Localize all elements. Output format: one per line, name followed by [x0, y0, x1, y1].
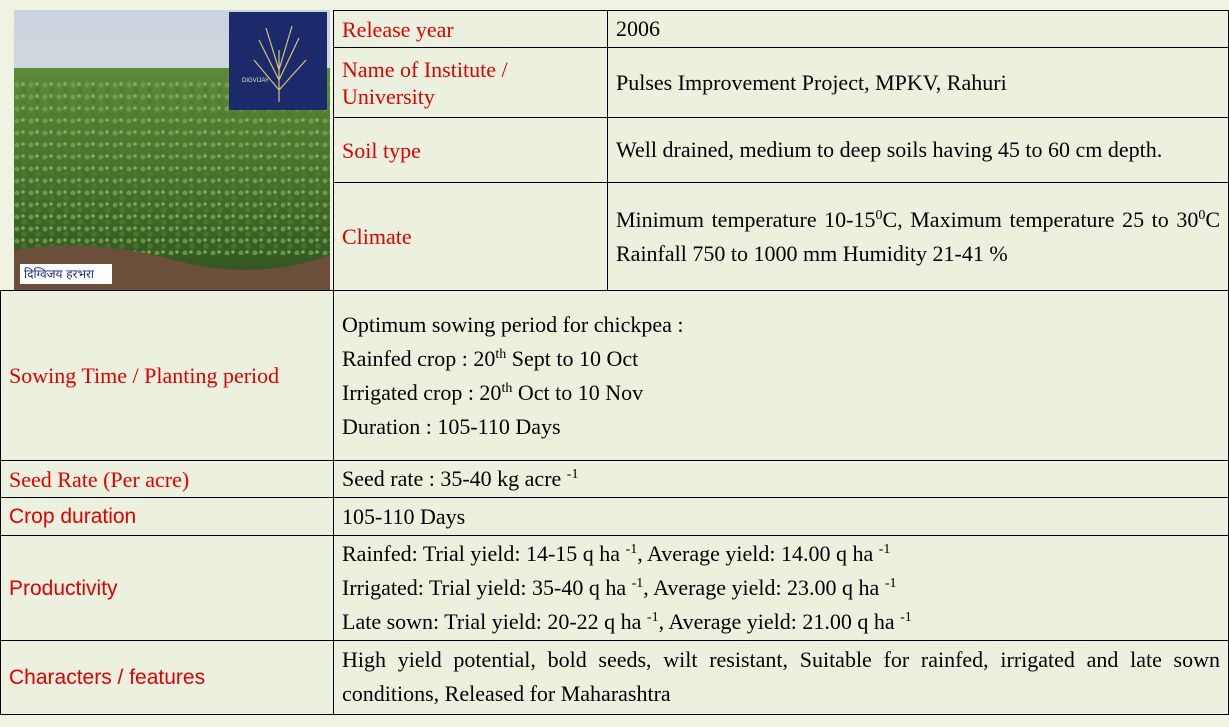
text-run: Irrigated crop : 20: [342, 379, 502, 405]
text-run: Minimum temperature 10-15: [616, 206, 876, 232]
text-run: Rainfed crop : 20: [342, 345, 496, 371]
value-line: Optimum sowing period for chickpea :: [342, 308, 1220, 342]
text-run: High yield potential, bold seeds, wilt r…: [342, 647, 1220, 707]
value-line: Rainfed: Trial yield: 14-15 q ha -1, Ave…: [342, 537, 1220, 571]
text-run: Optimum sowing period for chickpea :: [342, 311, 684, 337]
label-text: Crop duration: [9, 505, 137, 529]
superscript: -1: [878, 542, 891, 558]
value-line: Seed rate : 35-40 kg acre -1: [342, 462, 1220, 496]
text-run: , Average yield: 23.00 q ha: [643, 575, 885, 601]
row-label: Characters / features: [0, 640, 335, 715]
superscript: th: [495, 346, 507, 362]
superscript: -1: [566, 467, 579, 483]
text-run: Oct to 10 Nov: [512, 379, 644, 405]
superscript: th: [501, 380, 513, 396]
text-run: Irrigated: Trial yield: 35-40 q ha: [342, 575, 632, 601]
row-label: Release year: [333, 10, 609, 49]
text-run: Pulses Improvement Project, MPKV, Rahuri: [616, 69, 1007, 95]
crop-photo: DIGVIJAY दिग्विजय हरभरा: [14, 10, 330, 290]
row-value: Rainfed: Trial yield: 14-15 q ha -1, Ave…: [333, 535, 1229, 642]
row-label: Name of Institute / University: [333, 47, 609, 119]
label-text: Sowing Time / Planting period: [9, 363, 280, 389]
value-line: Pulses Improvement Project, MPKV, Rahuri: [616, 66, 1220, 100]
text-run: Sept to 10 Oct: [506, 345, 639, 371]
value-line: Irrigated: Trial yield: 35-40 q ha -1, A…: [342, 571, 1220, 605]
label-text: Soil type: [342, 137, 421, 163]
value-line: Irrigated crop : 20th Oct to 10 Nov: [342, 376, 1220, 410]
label-text: Seed Rate (Per acre): [9, 466, 190, 492]
inset-label: DIGVIJAY: [242, 78, 269, 84]
label-text: Productivity: [9, 576, 118, 600]
superscript: -1: [646, 610, 659, 626]
value-line: 2006: [616, 12, 1220, 46]
row-value: 2006: [607, 10, 1229, 49]
text-run: C Rainfall 750 to 1000 mm Humidity 21-41…: [616, 206, 1221, 266]
superscript: -1: [625, 542, 638, 558]
row-value: 105-110 Days: [333, 497, 1229, 537]
row-label: Productivity: [0, 535, 335, 642]
row-label: Soil type: [333, 117, 609, 184]
value-line: Late sown: Trial yield: 20-22 q ha -1, A…: [342, 605, 1220, 639]
value-line: High yield potential, bold seeds, wilt r…: [342, 643, 1220, 711]
row-value: High yield potential, bold seeds, wilt r…: [333, 640, 1229, 715]
text-run: 2006: [616, 16, 660, 42]
value-line: Duration : 105-110 Days: [342, 410, 1220, 444]
row-value: Minimum temperature 10-150C, Maximum tem…: [607, 182, 1229, 292]
row-value: Optimum sowing period for chickpea : Rain…: [333, 290, 1229, 462]
superscript: 0: [875, 207, 883, 223]
inset-photo: [229, 12, 327, 110]
row-label: Climate: [333, 182, 609, 292]
text-run: Duration : 105-110 Days: [342, 413, 561, 439]
text-run: , Average yield: 21.00 q ha: [658, 609, 901, 635]
superscript: -1: [900, 610, 912, 626]
value-line: 105-110 Days: [342, 500, 1220, 534]
label-text: Climate: [342, 224, 412, 250]
text-run: 105-110 Days: [342, 503, 466, 529]
row-label: Seed Rate (Per acre): [0, 460, 335, 499]
label-text: Characters / features: [9, 665, 206, 689]
text-run: , Average yield: 14.00 q ha: [637, 541, 879, 567]
row-label: Crop duration: [0, 497, 335, 537]
text-run: Well drained, medium to deep soils havin…: [616, 137, 1163, 163]
value-line: Rainfed crop : 20th Sept to 10 Oct: [342, 342, 1220, 376]
text-run: Seed rate : 35-40 kg acre: [342, 466, 567, 492]
value-line: Well drained, medium to deep soils havin…: [616, 133, 1220, 167]
superscript: -1: [884, 576, 897, 592]
row-value: Well drained, medium to deep soils havin…: [607, 117, 1229, 184]
caption: दिग्विजय हरभरा: [24, 267, 95, 281]
label-text: Release year: [342, 16, 454, 42]
text-run: C, Maximum temperature 25 to 30: [882, 206, 1199, 232]
row-value: Seed rate : 35-40 kg acre -1: [333, 460, 1229, 499]
label-text: Name of Institute / University: [342, 56, 508, 109]
text-run: Late sown: Trial yield: 20-22 q ha: [342, 609, 647, 635]
text-run: Rainfed: Trial yield: 14-15 q ha: [342, 541, 626, 567]
row-value: Pulses Improvement Project, MPKV, Rahuri: [607, 47, 1229, 119]
superscript: -1: [631, 576, 644, 592]
value-line: Minimum temperature 10-150C, Maximum tem…: [616, 203, 1220, 271]
row-label: Sowing Time / Planting period: [0, 290, 335, 462]
caption-box: [20, 264, 112, 284]
superscript: 0: [1198, 207, 1206, 223]
